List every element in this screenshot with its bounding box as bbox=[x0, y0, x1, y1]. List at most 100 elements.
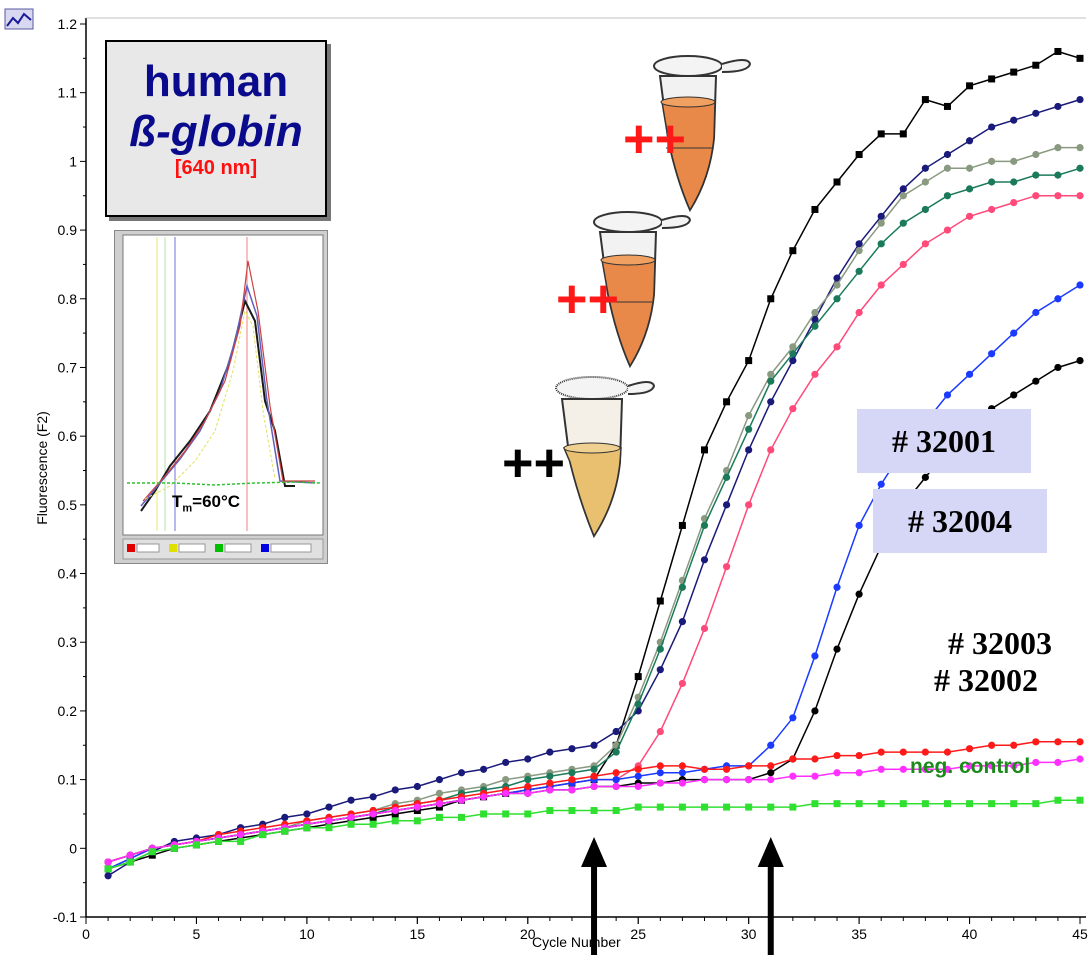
data-point bbox=[943, 391, 952, 399]
data-point bbox=[1054, 758, 1062, 767]
data-point bbox=[612, 776, 620, 784]
data-point bbox=[325, 803, 333, 811]
data-point bbox=[833, 800, 841, 808]
data-point bbox=[767, 377, 775, 385]
data-point bbox=[391, 806, 399, 815]
data-point bbox=[678, 521, 686, 529]
data-point bbox=[634, 700, 642, 708]
data-point bbox=[524, 782, 532, 791]
data-point bbox=[877, 212, 885, 220]
data-point bbox=[921, 765, 929, 773]
data-point bbox=[1054, 192, 1062, 200]
data-point bbox=[745, 425, 753, 433]
data-point bbox=[965, 370, 974, 378]
y-tick-label: 0.4 bbox=[58, 566, 78, 582]
data-point bbox=[899, 748, 907, 756]
data-point bbox=[943, 150, 952, 159]
data-point bbox=[700, 446, 708, 454]
y-tick-label: 0.5 bbox=[58, 497, 78, 513]
data-point bbox=[722, 776, 731, 784]
data-point bbox=[921, 473, 929, 481]
data-point bbox=[723, 803, 731, 811]
y-tick-label: 0.3 bbox=[58, 634, 78, 650]
data-point bbox=[1076, 281, 1084, 289]
data-point bbox=[1010, 762, 1018, 770]
tm-value: =60°C bbox=[192, 492, 241, 511]
x-tick-label: 15 bbox=[410, 926, 426, 942]
data-point bbox=[943, 164, 952, 172]
data-point bbox=[700, 624, 709, 633]
data-point bbox=[656, 645, 664, 653]
data-point bbox=[435, 776, 444, 784]
data-point bbox=[347, 796, 355, 804]
data-point bbox=[281, 827, 289, 835]
data-point bbox=[811, 800, 819, 808]
data-point bbox=[745, 762, 753, 770]
data-point bbox=[502, 810, 510, 818]
data-point bbox=[700, 521, 709, 530]
data-point bbox=[723, 398, 731, 406]
data-point bbox=[1076, 796, 1084, 804]
y-tick-label: 0.8 bbox=[58, 291, 78, 307]
data-point bbox=[767, 370, 775, 378]
data-point bbox=[524, 789, 532, 797]
data-point bbox=[347, 813, 355, 821]
data-point bbox=[678, 762, 687, 770]
data-point bbox=[855, 769, 863, 777]
data-point bbox=[1032, 308, 1040, 317]
data-point bbox=[656, 762, 664, 770]
data-point bbox=[811, 205, 819, 213]
data-point bbox=[480, 765, 488, 773]
data-point bbox=[700, 803, 708, 811]
data-point bbox=[678, 679, 687, 688]
threshold-arrowhead bbox=[581, 837, 608, 867]
y-tick-label: 1.2 bbox=[58, 16, 78, 32]
data-point bbox=[413, 817, 421, 825]
x-tick-label: 5 bbox=[193, 926, 201, 942]
data-point bbox=[104, 865, 112, 873]
data-point bbox=[745, 411, 753, 420]
data-point bbox=[1076, 144, 1084, 152]
data-point bbox=[855, 240, 863, 248]
data-point bbox=[457, 769, 466, 777]
data-point bbox=[1054, 796, 1062, 804]
data-point bbox=[943, 765, 952, 773]
data-point bbox=[612, 782, 620, 791]
tm-subscript: m bbox=[182, 502, 193, 515]
data-point bbox=[833, 343, 841, 351]
data-point bbox=[855, 151, 863, 159]
data-point bbox=[1076, 755, 1084, 763]
data-point bbox=[988, 800, 996, 808]
data-point bbox=[215, 837, 223, 845]
sample-label-32001: # 32001 bbox=[857, 409, 1031, 473]
data-point bbox=[126, 858, 134, 866]
chart-icon bbox=[4, 8, 34, 30]
data-point bbox=[568, 745, 576, 753]
data-point bbox=[988, 762, 996, 770]
data-point bbox=[943, 102, 951, 110]
data-point bbox=[612, 807, 620, 815]
data-point bbox=[833, 295, 841, 303]
data-point bbox=[988, 123, 996, 131]
data-point bbox=[966, 82, 974, 90]
data-point bbox=[325, 824, 333, 832]
data-point bbox=[811, 755, 819, 763]
plus-marker-3: ++ bbox=[502, 433, 566, 493]
data-point bbox=[789, 714, 797, 722]
data-point bbox=[789, 772, 797, 780]
data-point bbox=[943, 800, 951, 808]
data-point bbox=[1010, 178, 1018, 186]
data-point bbox=[524, 810, 532, 818]
data-point bbox=[656, 779, 664, 787]
title-line-1: human bbox=[143, 57, 289, 106]
y-tick-label: 0 bbox=[69, 840, 77, 856]
data-point bbox=[877, 748, 885, 756]
data-point bbox=[767, 398, 775, 406]
data-point bbox=[1010, 800, 1018, 808]
data-point bbox=[435, 789, 444, 797]
data-point bbox=[988, 741, 996, 749]
data-point bbox=[921, 164, 929, 172]
data-point bbox=[767, 769, 775, 777]
y-tick-label: 1.1 bbox=[58, 85, 78, 101]
